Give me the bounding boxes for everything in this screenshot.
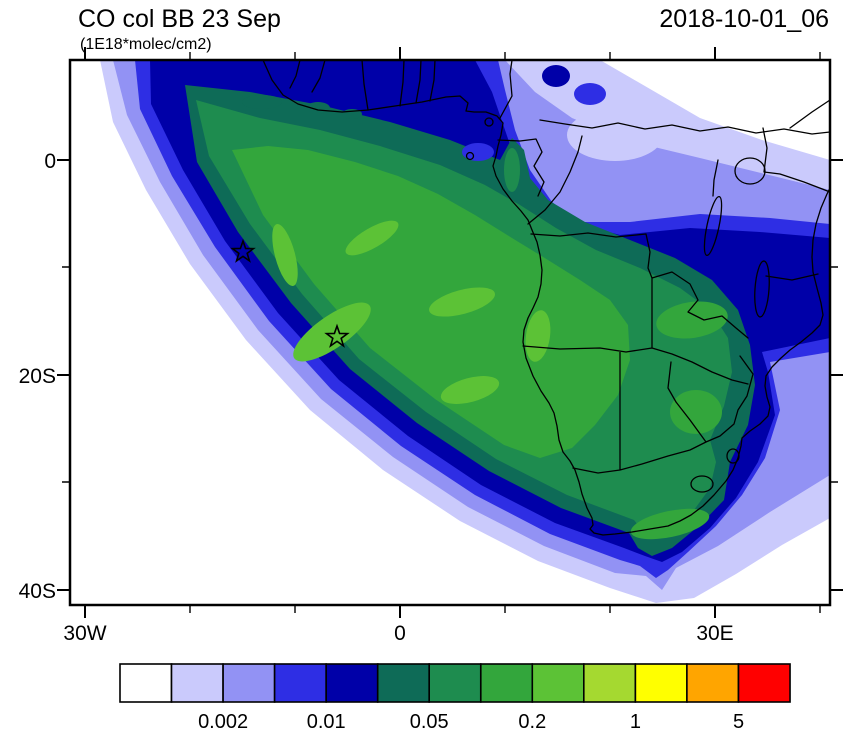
colorbar-cell xyxy=(376,663,431,703)
date-stamp: 2018-10-01_06 xyxy=(659,5,829,33)
lake-victoria xyxy=(734,157,766,185)
y-tick-label-0: 0 xyxy=(44,150,56,173)
colorbar-label: 0.01 xyxy=(307,711,346,733)
bioko-island xyxy=(484,117,494,127)
eswatini-border xyxy=(726,448,740,464)
colorbar-label: 0.2 xyxy=(518,711,546,733)
lakes-and-enclaves xyxy=(690,157,770,493)
star-marker-2 xyxy=(324,323,350,348)
star-marker-1 xyxy=(230,238,256,263)
colorbar-cell xyxy=(325,663,379,703)
zimbabwe-high-patch xyxy=(670,390,722,434)
page-title: CO col BB 23 Sep xyxy=(78,5,281,33)
lake-tanganyika xyxy=(703,195,723,257)
colorbar-cell xyxy=(119,663,173,703)
contour-ge-0.2 xyxy=(232,146,630,458)
colorbar-cell xyxy=(222,663,276,703)
star-markers xyxy=(230,238,350,348)
colorbar-cell xyxy=(170,663,224,703)
colorbar-cell xyxy=(273,663,327,703)
plot-frame xyxy=(68,58,832,607)
colorbar-cell xyxy=(479,663,534,703)
lake-malawi xyxy=(754,260,770,318)
y-tick-label-40s: 40S xyxy=(19,580,56,603)
units-subtitle: (1E18*molec/cm2) xyxy=(80,36,212,53)
coastline xyxy=(262,60,830,536)
country-borders xyxy=(289,60,830,474)
low-value-notch-patch xyxy=(567,109,663,161)
coastal-strip-patch xyxy=(504,148,520,192)
contour-field xyxy=(100,60,830,603)
colorbar-label: 0.002 xyxy=(198,711,248,733)
y-tick-label-20s: 20S xyxy=(19,365,56,388)
colorbar-cell xyxy=(634,663,688,703)
colorbar-label: 5 xyxy=(733,711,744,733)
isolated-patches xyxy=(462,65,606,161)
x-tick-label-30w: 30W xyxy=(63,622,106,645)
colorbar-cell xyxy=(531,663,585,703)
contour-ge-0.5-patches xyxy=(272,220,551,404)
colorbar-label: 1 xyxy=(630,711,641,733)
zambia-high-patch xyxy=(656,301,728,339)
x-tick-label-0: 0 xyxy=(394,622,406,645)
colorbar-cell xyxy=(582,663,637,703)
colorbar-cell xyxy=(428,663,482,703)
header: CO col BB 23 Sep (1E18*molec/cm2) 2018-1… xyxy=(78,5,829,53)
sao-tome-island xyxy=(465,151,475,161)
colorbar-labels: 0.002 0.01 0.05 0.2 1 5 xyxy=(198,711,744,733)
lesotho-border xyxy=(690,475,714,493)
axis-labels: 0 20S 40S 30W 0 30E xyxy=(19,150,734,645)
x-tick-label-30e: 30E xyxy=(696,622,733,645)
axis-ticks xyxy=(57,47,843,618)
colorbar xyxy=(119,663,791,703)
colorbar-cell xyxy=(737,663,791,703)
colorbar-label: 0.05 xyxy=(410,711,449,733)
colorbar-cell xyxy=(686,663,740,703)
